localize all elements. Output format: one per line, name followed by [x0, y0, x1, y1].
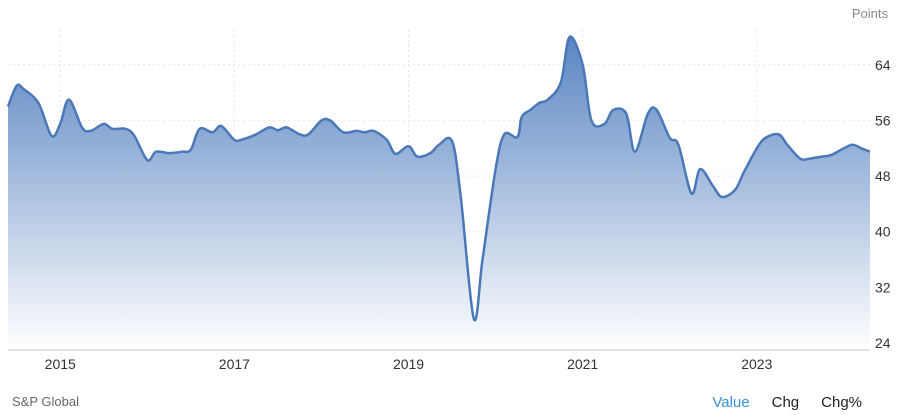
source-label: S&P Global [12, 394, 79, 409]
tab-chg[interactable]: Chg [771, 394, 800, 411]
x-tick-label: 2019 [393, 356, 424, 372]
tab-value[interactable]: Value [712, 394, 750, 411]
y-tick-label: 64 [875, 57, 891, 73]
unit-label: Points [851, 6, 888, 21]
x-tick-label: 2017 [219, 356, 250, 372]
y-tick-label: 40 [875, 224, 891, 240]
y-tick-label: 32 [875, 279, 891, 295]
tab-chg-percent[interactable]: Chg% [821, 394, 862, 411]
x-tick-label: 2015 [45, 356, 76, 372]
x-tick-label: 2021 [567, 356, 598, 372]
view-tabs: Value Chg Chg% [712, 394, 862, 411]
series-line [6, 35, 871, 322]
x-tick-label: 2023 [741, 356, 772, 372]
y-tick-label: 48 [875, 168, 891, 184]
area-fill [8, 36, 870, 350]
x-axis: 2015 2017 2019 2021 2023 [45, 356, 773, 372]
y-tick-label: 56 [875, 112, 891, 128]
y-axis: 24 32 40 48 56 64 [875, 57, 891, 351]
y-tick-label: 24 [875, 335, 891, 351]
